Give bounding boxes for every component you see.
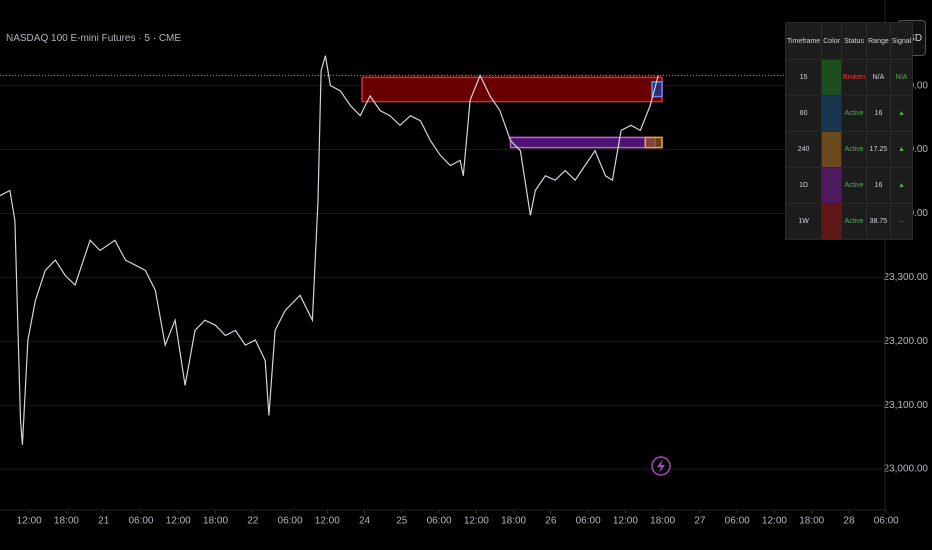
color-swatch: [821, 95, 842, 132]
table-header-cell: Color: [821, 22, 842, 60]
x-tick-label: 12:00: [166, 516, 191, 527]
table-cell: N/A: [889, 59, 914, 96]
table-row: 240 Active 17.25 ▲: [784, 131, 914, 168]
x-tick-label: 12:00: [315, 516, 340, 527]
table-row: 15 Broken N/A N/A: [784, 59, 914, 96]
chart-title: NASDAQ 100 E-mini Futures · 5 · CME: [6, 33, 182, 44]
price-line: [0, 55, 659, 445]
table-cell: Active: [840, 203, 868, 240]
table-cell: 16: [866, 167, 891, 204]
x-tick-label: 27: [694, 516, 706, 527]
table-cell: –: [889, 203, 914, 240]
x-tick-label: 25: [396, 516, 408, 527]
x-tick-label: 22: [247, 516, 259, 527]
table-cell: Active: [840, 167, 868, 204]
x-tick-label: 28: [843, 516, 855, 527]
x-tick-label: 06:00: [874, 516, 899, 527]
plot: 23,000.0023,100.0023,200.0023,300.0023,4…: [0, 55, 929, 527]
table-cell: 60: [784, 95, 823, 132]
table-cell: N/A: [866, 59, 891, 96]
y-tick-label: 23,200.00: [884, 336, 929, 347]
table-header-cell: Status: [840, 22, 868, 60]
table-header-cell: Range: [866, 22, 891, 60]
table-cell: 38.75: [866, 203, 891, 240]
table-cell: Active: [840, 131, 868, 168]
color-swatch: [821, 59, 842, 96]
table-header: Timeframe Color Status Range Signal: [784, 22, 914, 60]
zone: [509, 136, 656, 149]
alert-icon: [651, 456, 671, 476]
x-tick-label: 18:00: [501, 516, 526, 527]
x-tick-label: 18:00: [650, 516, 675, 527]
color-swatch: [821, 131, 842, 168]
y-tick-label: 23,100.00: [884, 400, 929, 411]
x-tick-label: 06:00: [576, 516, 601, 527]
table-cell: 15: [784, 59, 823, 96]
x-tick-label: 06:00: [427, 516, 452, 527]
table-row: 1W Active 38.75–: [784, 203, 914, 240]
x-tick-label: 18:00: [54, 516, 79, 527]
table-row: 1D Active 16 ▲: [784, 167, 914, 204]
y-tick-label: 23,000.00: [884, 464, 929, 475]
zone: [361, 76, 663, 103]
x-tick-label: 18:00: [203, 516, 228, 527]
table-cell: 1D: [784, 167, 823, 204]
table-cell: 240: [784, 131, 823, 168]
color-swatch: [821, 203, 842, 240]
table-cell: ▲: [889, 167, 914, 204]
table-header-cell: Signal: [889, 22, 914, 60]
x-tick-label: 24: [359, 516, 371, 527]
x-tick-label: 21: [98, 516, 110, 527]
y-tick-label: 23,300.00: [884, 272, 929, 283]
table-cell: 17.25: [866, 131, 891, 168]
table-header-cell: Timeframe: [784, 22, 823, 60]
timeframe-table: Timeframe Color Status Range Signal 15 Broken…: [784, 22, 914, 240]
x-tick-label: 12:00: [17, 516, 42, 527]
x-tick-label: 18:00: [799, 516, 824, 527]
table-cell: 1W: [784, 203, 823, 240]
x-tick-label: 12:00: [464, 516, 489, 527]
table-row: 60 Active 16 ▲: [784, 95, 914, 132]
color-swatch: [821, 167, 842, 204]
table-cell: ▲: [889, 131, 914, 168]
x-tick-label: 26: [545, 516, 557, 527]
table-cell: Broken: [840, 59, 868, 96]
x-tick-label: 12:00: [613, 516, 638, 527]
table-cell: 16: [866, 95, 891, 132]
table-cell: Active: [840, 95, 868, 132]
zone: [644, 136, 663, 149]
table-cell: ▲: [889, 95, 914, 132]
x-tick-label: 06:00: [278, 516, 303, 527]
x-tick-label: 06:00: [128, 516, 153, 527]
x-tick-label: 06:00: [725, 516, 750, 527]
x-tick-label: 12:00: [762, 516, 787, 527]
